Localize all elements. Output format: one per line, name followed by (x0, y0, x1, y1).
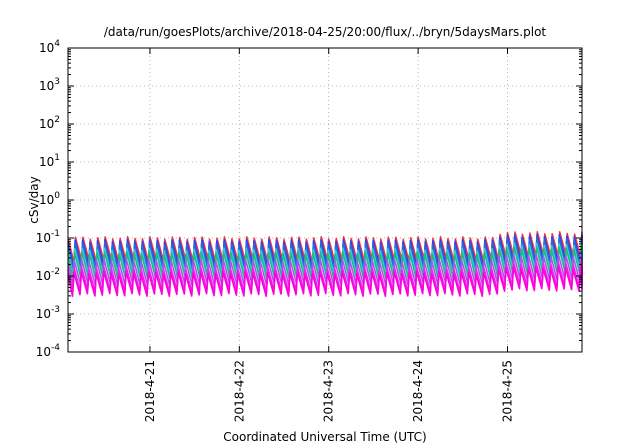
y-axis-label: cSv/day (27, 176, 41, 223)
x-tick-labels: 2018-4-21 2018-4-22 2018-4-23 2018-4-24 2018… (143, 360, 515, 422)
y-tick-label: 10-3 (36, 305, 60, 321)
x-tick-label: 2018-4-23 (322, 360, 336, 422)
x-axis-label: Coordinated Universal Time (UTC) (223, 430, 426, 444)
x-tick-label: 2018-4-21 (143, 360, 157, 422)
y-tick-labels: 10-4 10-3 10-2 10-1 100 101 102 103 104 (36, 39, 61, 359)
chart-title: /data/run/goesPlots/archive/2018-04-25/2… (104, 25, 547, 39)
y-tick-label: 101 (39, 153, 60, 169)
grid (68, 48, 582, 352)
y-tick-label: 102 (39, 115, 60, 131)
series-group (67, 231, 583, 297)
y-tick-label: 10-1 (36, 229, 60, 245)
y-tick-label: 10-2 (36, 267, 60, 283)
y-tick-label: 103 (39, 77, 60, 93)
series-line (67, 266, 583, 297)
x-tick-label: 2018-4-24 (411, 360, 425, 422)
x-tick-label: 2018-4-25 (501, 360, 515, 422)
y-tick-label: 10-4 (36, 343, 61, 359)
ticks (68, 47, 582, 353)
y-tick-label: 104 (39, 39, 60, 55)
x-tick-label: 2018-4-22 (232, 360, 246, 422)
y-tick-label: 100 (39, 191, 60, 207)
